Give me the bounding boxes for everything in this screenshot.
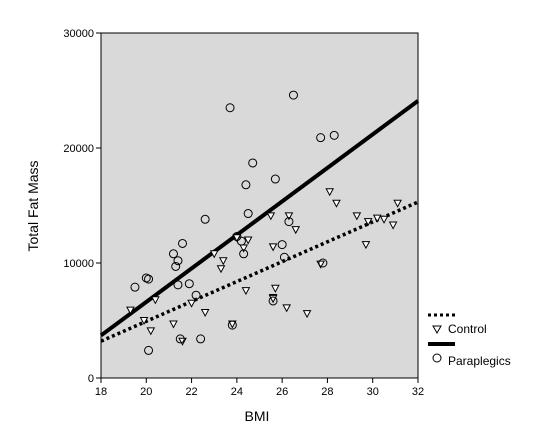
control-point bbox=[291, 226, 301, 235]
paraplegics-point bbox=[175, 334, 185, 344]
x-axis: 18 20 22 24 26 28 30 32 bbox=[95, 378, 424, 398]
control-point bbox=[393, 199, 402, 208]
control-fit-line bbox=[100, 200, 419, 343]
paraplegics-point bbox=[277, 240, 287, 250]
paraplegics-point bbox=[329, 130, 339, 140]
paraplegics-point bbox=[200, 214, 210, 224]
control-point bbox=[146, 327, 156, 336]
paraplegics-point bbox=[284, 217, 294, 227]
control-point bbox=[284, 212, 294, 221]
data-markers bbox=[126, 90, 402, 355]
legend-paraplegics-marker bbox=[432, 353, 442, 363]
paraplegics-point bbox=[236, 236, 246, 246]
x-tick-label: 24 bbox=[231, 386, 243, 398]
control-point bbox=[388, 221, 398, 230]
x-tick-label: 32 bbox=[412, 386, 424, 398]
paraplegics-point bbox=[191, 290, 201, 300]
paraplegics-point bbox=[178, 238, 188, 248]
control-point bbox=[241, 287, 251, 296]
control-point bbox=[282, 304, 292, 313]
control-point bbox=[151, 296, 160, 305]
paraplegics-point bbox=[232, 232, 242, 242]
legend-control-marker bbox=[432, 325, 442, 335]
control-point bbox=[268, 243, 278, 252]
y-tick-label: 0 bbox=[88, 373, 94, 385]
x-tick-label: 30 bbox=[367, 386, 379, 398]
control-point bbox=[243, 236, 253, 245]
control-point bbox=[379, 215, 389, 224]
control-point bbox=[200, 308, 210, 318]
paraplegics-point bbox=[239, 249, 249, 259]
paraplegics-point bbox=[227, 320, 237, 330]
paraplegics-point bbox=[173, 280, 183, 290]
x-tick-label: 18 bbox=[95, 386, 107, 398]
paraplegics-point bbox=[141, 273, 151, 283]
x-tick-label: 22 bbox=[185, 386, 197, 398]
legend-paraplegics-label: Paraplegics bbox=[448, 354, 511, 368]
control-point bbox=[239, 244, 248, 253]
control-point bbox=[352, 212, 362, 221]
y-axis: 0 10000 20000 30000 bbox=[63, 28, 101, 385]
x-tick-label: 20 bbox=[140, 386, 152, 398]
y-tick-label: 10000 bbox=[63, 258, 94, 270]
paraplegics-point bbox=[279, 252, 289, 262]
control-point bbox=[361, 241, 371, 250]
paraplegics-point bbox=[318, 258, 328, 268]
paraplegics-point bbox=[173, 256, 183, 266]
paraplegics-point bbox=[196, 334, 206, 344]
control-point bbox=[271, 284, 280, 293]
control-point bbox=[126, 306, 135, 315]
paraplegics-point bbox=[316, 133, 326, 143]
paraplegics-point bbox=[144, 274, 154, 284]
control-point bbox=[139, 317, 149, 326]
control-point bbox=[216, 265, 226, 274]
y-axis-title: Total Fat Mass bbox=[25, 160, 41, 251]
paraplegics-point bbox=[248, 158, 258, 168]
paraplegics-point bbox=[184, 279, 194, 289]
paraplegics-point bbox=[168, 249, 178, 259]
paraplegics-point bbox=[171, 261, 181, 271]
legend: Control Paraplegics bbox=[428, 313, 511, 368]
legend-control-label: Control bbox=[448, 322, 487, 336]
paraplegics-point bbox=[130, 282, 140, 292]
y-tick-label: 20000 bbox=[63, 143, 94, 155]
control-point bbox=[325, 188, 335, 197]
control-point bbox=[209, 250, 219, 259]
control-point bbox=[302, 310, 312, 319]
control-point bbox=[332, 199, 341, 208]
control-point bbox=[372, 214, 382, 223]
paraplegics-point bbox=[288, 90, 298, 100]
control-point bbox=[187, 299, 196, 308]
control-point bbox=[169, 320, 178, 329]
paraplegics-point bbox=[270, 174, 280, 184]
control-point bbox=[218, 257, 228, 266]
x-tick-label: 26 bbox=[276, 386, 288, 398]
control-point bbox=[266, 212, 276, 221]
x-axis-title: BMI bbox=[245, 408, 270, 424]
paraplegics-point bbox=[268, 296, 278, 306]
paraplegics-point bbox=[225, 103, 235, 113]
paraplegics-point bbox=[144, 345, 154, 355]
paraplegics-point bbox=[241, 180, 251, 190]
control-point bbox=[363, 218, 373, 227]
x-tick-label: 28 bbox=[321, 386, 333, 398]
plot-background bbox=[100, 32, 419, 379]
paraplegics-point bbox=[243, 209, 253, 219]
y-tick-label: 30000 bbox=[63, 28, 94, 40]
